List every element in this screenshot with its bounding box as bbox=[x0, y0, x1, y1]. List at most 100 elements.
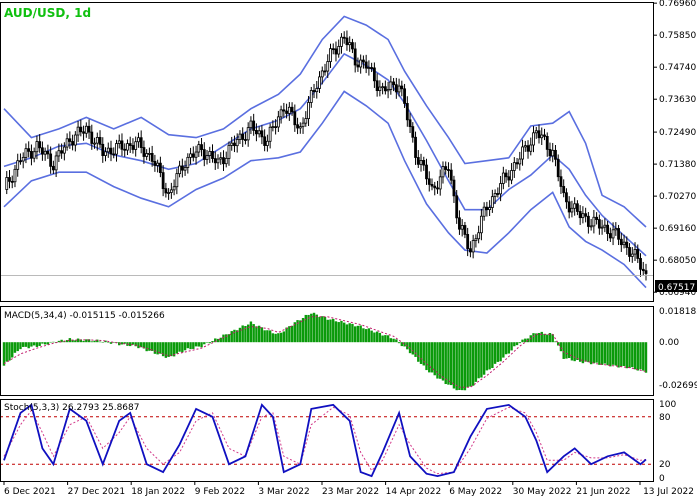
candle-body bbox=[296, 124, 299, 129]
macd-bar bbox=[260, 327, 264, 343]
macd-bar bbox=[244, 325, 247, 343]
candle-body bbox=[625, 241, 629, 248]
macd-bar bbox=[343, 322, 346, 343]
candle-body bbox=[576, 203, 579, 212]
candle-body bbox=[372, 67, 376, 82]
macd-bar bbox=[52, 341, 55, 343]
macd-bar bbox=[458, 342, 461, 390]
macd-bar bbox=[400, 342, 404, 347]
macd-bar bbox=[491, 342, 494, 369]
macd-bar bbox=[205, 342, 209, 343]
macd-bar bbox=[469, 342, 472, 387]
macd-bar bbox=[13, 342, 17, 353]
candle-body bbox=[617, 228, 620, 240]
macd-bar bbox=[271, 333, 275, 343]
candle-body bbox=[315, 88, 319, 93]
price-tick-label: 0.76960 bbox=[659, 0, 696, 9]
macd-bar bbox=[38, 342, 41, 346]
macd-bar bbox=[587, 342, 590, 363]
candle-body bbox=[510, 170, 513, 181]
price-tick-label: 0.66940 bbox=[659, 288, 696, 298]
candle-body bbox=[532, 132, 535, 146]
candle-body bbox=[405, 103, 409, 121]
candle-body bbox=[433, 185, 437, 189]
candle-body bbox=[416, 157, 420, 165]
candle-body bbox=[636, 249, 640, 259]
candle-body bbox=[216, 158, 220, 164]
candle-body bbox=[595, 216, 599, 220]
candle-body bbox=[526, 145, 530, 152]
macd-bar bbox=[450, 342, 453, 386]
candle-body bbox=[589, 225, 593, 228]
candle-body bbox=[342, 36, 346, 39]
candle-body bbox=[304, 118, 308, 124]
candle-body bbox=[227, 144, 231, 159]
time-tick-label: 6 May 2022 bbox=[449, 487, 502, 497]
candle-body bbox=[466, 234, 470, 250]
macd-bar bbox=[559, 342, 563, 352]
macd-bar bbox=[186, 342, 190, 349]
macd-bar bbox=[441, 342, 445, 381]
macd-bar bbox=[137, 342, 140, 349]
candle-body bbox=[586, 215, 590, 227]
candle-body bbox=[150, 152, 154, 162]
macd-bar bbox=[474, 342, 478, 382]
macd-bar bbox=[562, 342, 565, 359]
candle-body bbox=[189, 153, 192, 158]
time-tick-label: 30 May 2022 bbox=[513, 487, 572, 497]
macd-bar bbox=[310, 313, 313, 343]
macd-bar bbox=[488, 342, 491, 370]
time-tick-label: 9 Feb 2022 bbox=[195, 487, 245, 497]
macd-bar bbox=[107, 342, 110, 343]
macd-bar bbox=[98, 341, 102, 343]
macd-bar bbox=[351, 323, 354, 343]
candle-body bbox=[356, 64, 360, 68]
stoch-tick-label: 100 bbox=[659, 400, 676, 410]
macd-bar bbox=[274, 333, 277, 343]
macd-bar bbox=[381, 335, 384, 343]
macd-bar bbox=[337, 322, 340, 343]
candle-body bbox=[529, 144, 533, 152]
candle-body bbox=[62, 146, 66, 154]
stoch-tick-label: 80 bbox=[659, 413, 671, 423]
time-tick-label: 13 Jul 2022 bbox=[643, 487, 694, 497]
macd-bar bbox=[233, 329, 236, 343]
candle-body bbox=[488, 207, 492, 211]
macd-bar bbox=[521, 339, 524, 343]
candle-body bbox=[463, 225, 467, 235]
candle-body bbox=[523, 145, 527, 148]
candle-body bbox=[268, 126, 272, 142]
candle-body bbox=[13, 168, 17, 183]
macd-bar bbox=[85, 339, 88, 343]
macd-bar bbox=[537, 332, 541, 343]
candle-body bbox=[641, 268, 645, 272]
candle-body bbox=[567, 201, 571, 213]
candle-body bbox=[548, 148, 552, 157]
macd-bar bbox=[414, 342, 417, 357]
candle-body bbox=[5, 177, 9, 190]
candle-body bbox=[447, 169, 450, 171]
candle-body bbox=[375, 80, 379, 92]
macd-bar bbox=[131, 342, 135, 345]
macd-bar bbox=[35, 342, 39, 347]
macd-bar bbox=[631, 342, 634, 368]
candle-body bbox=[312, 90, 316, 93]
candle-body bbox=[565, 192, 568, 203]
macd-bar bbox=[433, 342, 436, 376]
macd-bar bbox=[403, 342, 406, 347]
candle-body bbox=[362, 59, 365, 63]
macd-bar bbox=[567, 342, 571, 359]
candle-body bbox=[180, 165, 184, 171]
macd-bar bbox=[312, 312, 316, 343]
macd-bar bbox=[477, 342, 480, 379]
candle-body bbox=[515, 162, 519, 165]
candle-body bbox=[408, 119, 412, 128]
macd-bar bbox=[279, 332, 283, 343]
macd-pane-frame bbox=[0, 306, 654, 396]
candle-body bbox=[477, 232, 481, 240]
candle-body bbox=[197, 144, 201, 153]
macd-bar bbox=[606, 342, 609, 366]
candle-body bbox=[282, 109, 286, 112]
macd-bar bbox=[581, 342, 585, 364]
macd-bar bbox=[161, 342, 165, 357]
